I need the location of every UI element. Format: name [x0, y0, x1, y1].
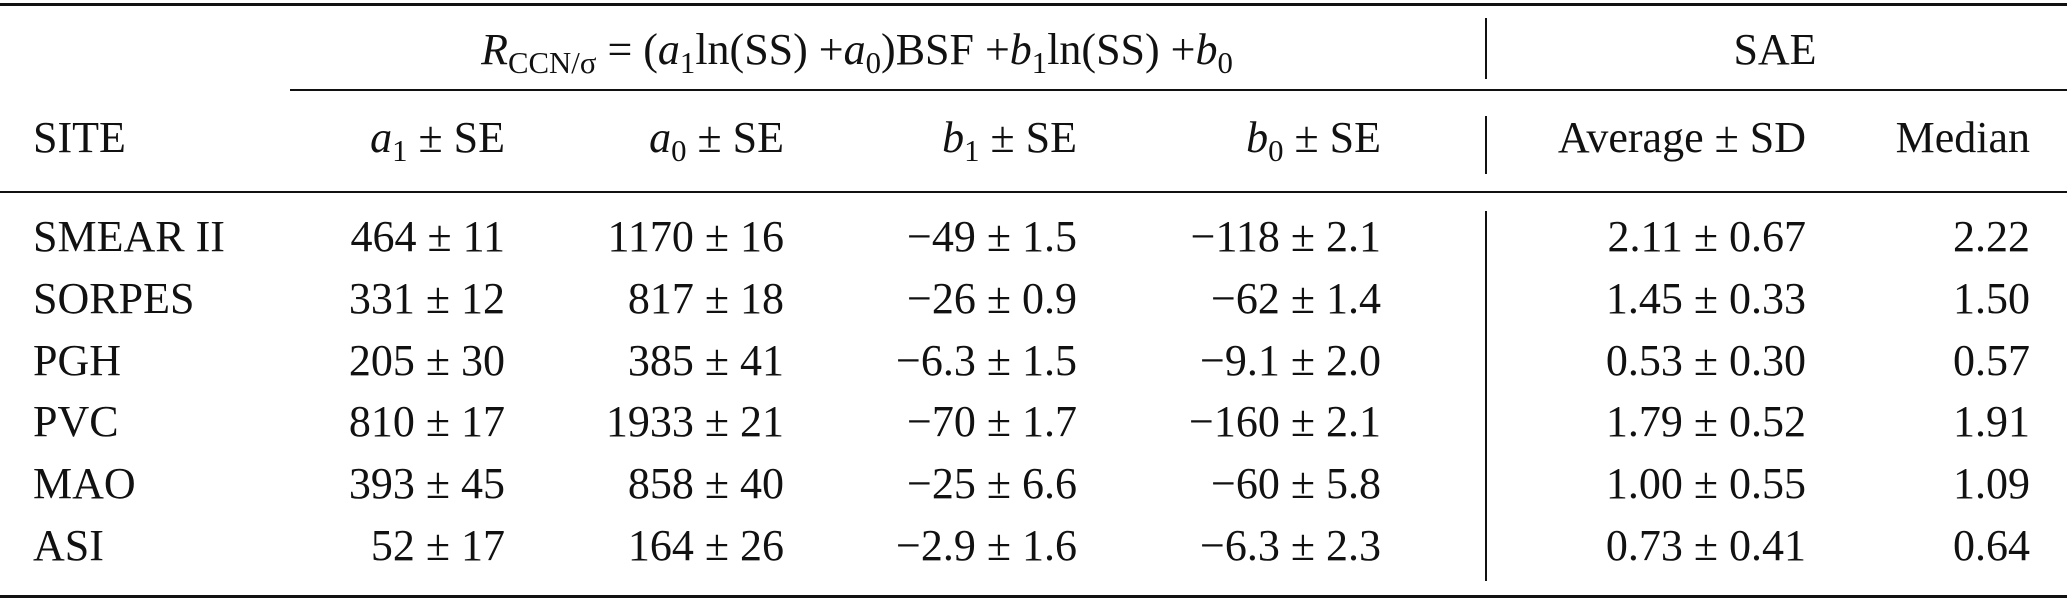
value-cell: 1.09	[1953, 459, 2030, 509]
value-cell: 0.73 ± 0.41	[1605, 521, 1806, 570]
divider	[1485, 18, 1487, 79]
site-name: PGH	[33, 335, 122, 385]
group-header: SAE	[1733, 25, 1817, 74]
value-cell: 1170 ± 16	[607, 212, 784, 261]
site-name: ASI	[33, 521, 104, 570]
variable: a	[843, 25, 866, 74]
site-name: PVC	[33, 397, 119, 447]
value-cell: 1.91	[1953, 397, 2030, 447]
value-cell: 2.22	[1953, 212, 2030, 261]
variable: b	[1009, 25, 1032, 74]
text: Median	[1895, 113, 2030, 162]
value-cell: −9.1 ± 2.0	[1200, 335, 1381, 385]
value-cell: −2.9 ± 1.6	[896, 521, 1077, 570]
divider	[1485, 116, 1487, 174]
text: ± SE	[1283, 113, 1382, 162]
value-cell: 464 ± 11	[350, 212, 505, 261]
value-cell: −62 ± 1.4	[1211, 273, 1381, 323]
text: ± SE	[979, 113, 1078, 162]
value-cell: −25 ± 6.6	[907, 459, 1077, 509]
variable: b	[1195, 25, 1218, 74]
value-cell: −49 ± 1.5	[907, 212, 1077, 261]
variable: R	[481, 25, 508, 74]
variable: b	[942, 113, 965, 162]
text: ln(SS) +	[695, 25, 844, 74]
value-cell: 817 ± 18	[627, 273, 784, 323]
column-header: a0 ± SE	[649, 113, 785, 167]
value-cell: 858 ± 40	[627, 459, 784, 509]
value-cell: 331 ± 12	[348, 273, 505, 323]
text: SITE	[33, 113, 126, 162]
column-header: SITE	[33, 113, 126, 163]
value-cell: 1.50	[1953, 273, 2030, 323]
value-cell: 1.45 ± 0.33	[1605, 273, 1806, 323]
column-header: a1 ± SE	[370, 113, 506, 167]
column-header: b1 ± SE	[942, 113, 1078, 167]
subscript: 0	[865, 46, 882, 81]
subscript: 1	[1031, 46, 1048, 81]
variable: a	[370, 113, 393, 162]
value-cell: 1.79 ± 0.52	[1605, 397, 1806, 447]
subscript: 1	[392, 134, 408, 169]
value-cell: 205 ± 30	[348, 335, 505, 385]
variable: a	[657, 25, 680, 74]
text: ± SE	[686, 113, 785, 162]
value-cell: −6.3 ± 2.3	[1200, 521, 1381, 570]
value-cell: 0.64	[1953, 521, 2030, 570]
value-cell: −160 ± 2.1	[1189, 397, 1381, 447]
value-cell: 1933 ± 21	[605, 397, 784, 447]
value-cell: 393 ± 45	[348, 459, 505, 509]
divider	[1485, 211, 1487, 581]
value-cell: 0.53 ± 0.30	[1605, 335, 1806, 385]
value-cell: 164 ± 26	[627, 521, 784, 570]
text: Average ± SD	[1557, 113, 1806, 162]
value-cell: 1.00 ± 0.55	[1605, 459, 1806, 509]
subscript: 0	[671, 134, 687, 169]
subscript: CCN/σ	[507, 46, 597, 81]
value-cell: −118 ± 2.1	[1190, 212, 1381, 261]
top-rule	[0, 3, 2067, 6]
value-cell: 385 ± 41	[627, 335, 784, 385]
formula: RCCN/σ = (a1ln(SS) +a0)BSF +b1ln(SS) +b0	[481, 25, 1233, 79]
value-cell: −6.3 ± 1.5	[896, 335, 1077, 385]
value-cell: 0.57	[1953, 335, 2030, 385]
value-cell: −26 ± 0.9	[907, 273, 1077, 323]
column-header: b0 ± SE	[1246, 113, 1382, 167]
text: ± SE	[407, 113, 506, 162]
text: ln(SS) +	[1047, 25, 1196, 74]
subscript: 1	[679, 46, 696, 81]
value-cell: 810 ± 17	[348, 397, 505, 447]
site-name: SORPES	[33, 273, 195, 323]
text: = (	[596, 25, 658, 74]
subscript: 0	[1217, 46, 1233, 81]
text: )BSF +	[881, 25, 1010, 74]
value-cell: 52 ± 17	[370, 521, 505, 570]
site-name: SMEAR II	[33, 212, 225, 261]
value-cell: −60 ± 5.8	[1211, 459, 1381, 509]
column-header: Median	[1896, 113, 2030, 163]
value-cell: 2.11 ± 0.67	[1607, 212, 1806, 261]
group-rule	[290, 89, 2067, 91]
column-header: Average ± SD	[1558, 113, 1806, 163]
variable: a	[649, 113, 672, 162]
site-name: MAO	[33, 459, 136, 509]
subscript: 0	[1268, 134, 1284, 169]
variable: b	[1246, 113, 1269, 162]
bottom-rule	[0, 595, 2067, 598]
subscript: 1	[964, 134, 980, 169]
header-rule	[0, 191, 2067, 193]
value-cell: −70 ± 1.7	[907, 397, 1077, 447]
